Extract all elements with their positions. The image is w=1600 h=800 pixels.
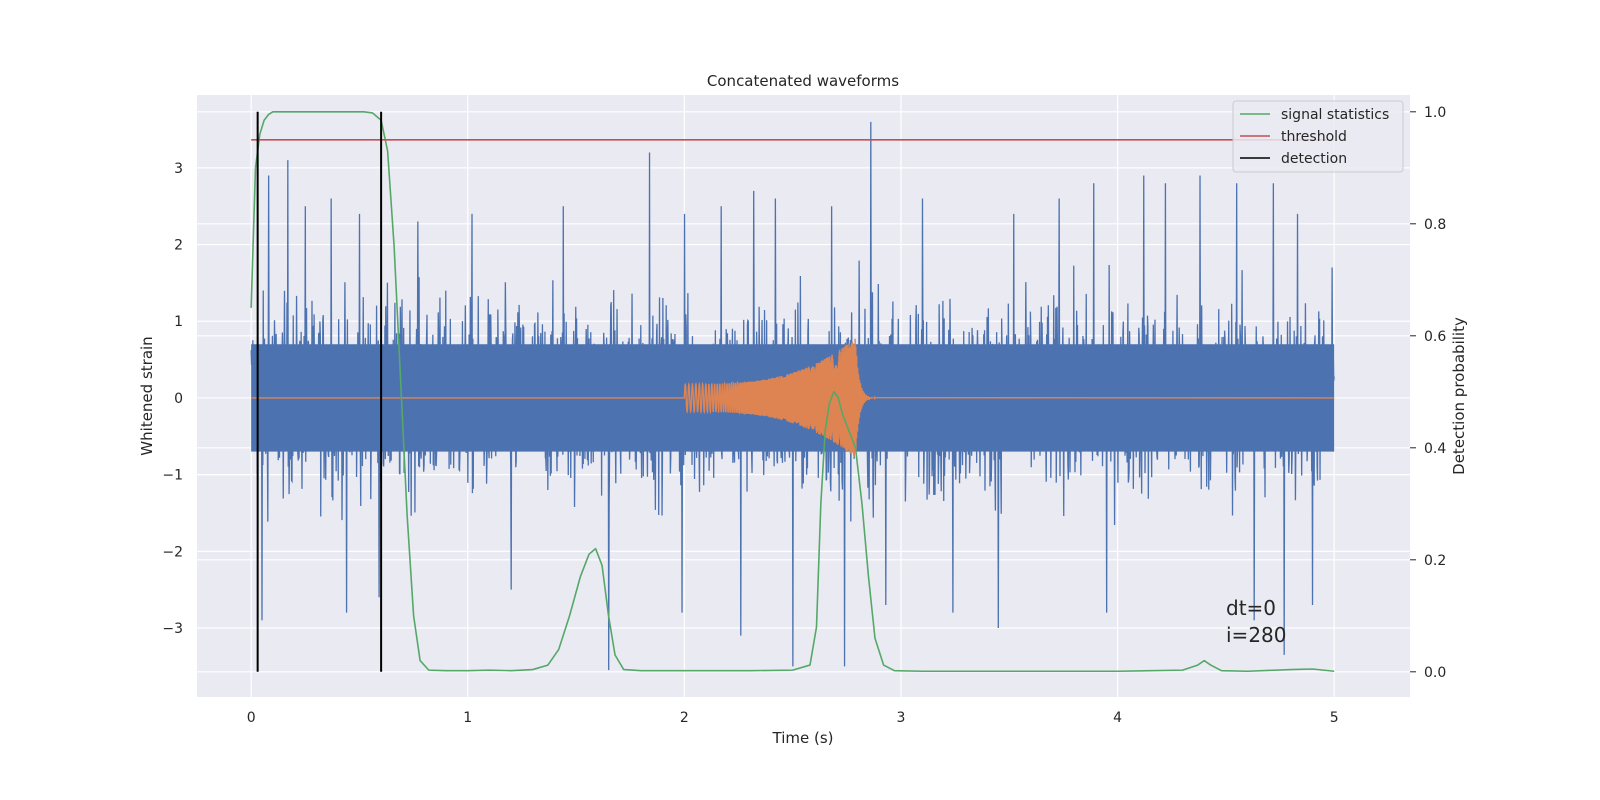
y-tick-label-right: 0.2 xyxy=(1424,553,1446,569)
y-axis-label: Whitened strain xyxy=(138,336,156,455)
x-tick-label: 3 xyxy=(897,710,906,726)
annotation-dt: dt=0 xyxy=(1226,596,1276,620)
y-tick-label-right: 0.0 xyxy=(1424,665,1446,681)
y-tick-label: −2 xyxy=(162,544,183,560)
signal-statistics-line xyxy=(250,111,1335,673)
signal-statistics-series xyxy=(250,111,1335,673)
y-tick-label: 3 xyxy=(174,161,183,177)
y-axis-label-right: Detection probability xyxy=(1450,317,1468,475)
signal-line xyxy=(251,338,1335,457)
chart-title: Concatenated waveforms xyxy=(707,72,899,90)
y-tick-label: −3 xyxy=(162,621,183,637)
detection-series xyxy=(256,111,383,672)
y-tick-label: 0 xyxy=(174,391,183,407)
y-tick-label-right: 0.6 xyxy=(1424,329,1446,345)
legend: signal statistics threshold detection xyxy=(1232,100,1404,173)
x-axis-label: Time (s) xyxy=(772,729,834,747)
x-tick-label: 1 xyxy=(463,710,472,726)
legend-label-threshold: threshold xyxy=(1281,129,1347,145)
x-tick-label: 0 xyxy=(247,710,256,726)
y-tick-label: 2 xyxy=(174,238,183,254)
x-tick-label: 2 xyxy=(680,710,689,726)
annotation-i: i=280 xyxy=(1226,623,1287,647)
y-tick-label-right: 0.4 xyxy=(1424,441,1446,457)
y-tick-label-right: 0.8 xyxy=(1424,217,1446,233)
y-tick-label: −1 xyxy=(162,468,183,484)
y-tick-label: 1 xyxy=(174,314,183,330)
legend-box xyxy=(1232,100,1404,173)
x-tick-label: 4 xyxy=(1113,710,1122,726)
tick-labels: 0 1 2 3 4 5 −3 −2 −1 0 1 2 3 0.0 0.2 0.4 0.6 0.8 1.0 xyxy=(162,105,1446,726)
x-tick-label: 5 xyxy=(1330,710,1339,726)
signal-series xyxy=(251,338,1335,457)
y-tick-label-right: 1.0 xyxy=(1424,105,1446,121)
legend-label-detection: detection xyxy=(1281,151,1347,167)
legend-label-signal-statistics: signal statistics xyxy=(1281,107,1389,123)
